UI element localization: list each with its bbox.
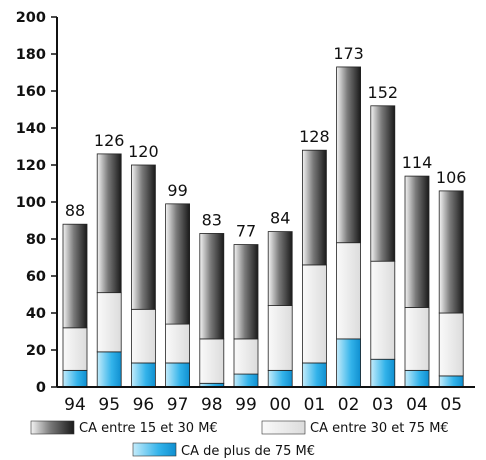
bar-segment-15-30	[233, 244, 259, 340]
bar-segment-75-plus	[165, 362, 191, 388]
x-tick-label: 00	[269, 395, 291, 415]
bar-segment-30-75	[404, 307, 430, 371]
bar-segment-15-30	[370, 105, 396, 262]
x-tick-label: 01	[304, 395, 326, 415]
y-tick-label: 100	[16, 195, 46, 211]
legend-label-30-75: CA entre 30 et 75 M€	[310, 421, 449, 436]
x-tick-label: 94	[64, 395, 86, 415]
y-tick-label: 40	[26, 306, 46, 322]
x-axis: 94 95 96 97 98 99 00 01 02 03 04 05	[57, 386, 475, 415]
y-tick-label: 200	[16, 10, 46, 26]
bar-total-label: 173	[333, 44, 364, 63]
bar-segment-30-75	[267, 305, 293, 371]
bar-segment-75-plus	[438, 375, 464, 388]
y-tick-label: 120	[16, 158, 46, 174]
x-tick-label: 95	[98, 395, 120, 415]
bar-segment-75-plus	[233, 373, 259, 388]
bar-total-label: 106	[436, 168, 467, 187]
legend-label-15-30: CA entre 15 et 30 M€	[79, 421, 218, 436]
x-tick-label: 96	[133, 395, 155, 415]
bar-segment-30-75	[336, 242, 362, 340]
bar-segment-15-30	[438, 190, 464, 314]
bar-segment-30-75	[233, 338, 259, 375]
bar-segment-15-30	[199, 233, 225, 340]
bar-segment-75-plus	[267, 369, 293, 388]
x-tick-label: 05	[440, 395, 462, 415]
y-tick-label: 140	[16, 121, 46, 137]
x-tick-label: 99	[235, 395, 257, 415]
legend: CA entre 15 et 30 M€ CA entre 30 et 75 M…	[30, 420, 449, 459]
bar-total-label: 126	[94, 131, 125, 150]
bar-segment-30-75	[438, 312, 464, 377]
bar-segment-15-30	[130, 164, 156, 310]
y-tick-label: 180	[16, 47, 46, 63]
x-tick-label: 02	[338, 395, 360, 415]
bar-segment-15-30	[62, 223, 88, 329]
bar-segment-75-plus	[62, 369, 88, 388]
bars-group	[62, 66, 464, 388]
bar-segment-30-75	[130, 308, 156, 364]
x-tick-label: 97	[167, 395, 189, 415]
bar-segment-15-30	[301, 149, 327, 266]
y-tick-label: 20	[26, 343, 46, 359]
x-tick-label: 04	[406, 395, 428, 415]
legend-label-75-plus: CA de plus de 75 M€	[181, 444, 315, 459]
bar-segment-75-plus	[336, 338, 362, 388]
bar-segment-75-plus	[370, 358, 396, 388]
bar-segment-15-30	[267, 231, 293, 307]
bar-segment-30-75	[62, 327, 88, 371]
bar-segment-75-plus	[404, 369, 430, 388]
y-tick-label: 60	[26, 269, 46, 285]
bar-segment-30-75	[301, 264, 327, 364]
bar-segment-15-30	[404, 175, 430, 308]
bar-segment-75-plus	[301, 362, 327, 388]
y-tick-label: 0	[36, 380, 46, 396]
bar-segment-15-30	[336, 66, 362, 244]
bar-total-label: 88	[65, 201, 85, 220]
bar-segment-30-75	[199, 338, 225, 384]
bar-segment-15-30	[165, 203, 191, 325]
bar-segment-15-30	[96, 153, 122, 294]
bar-total-label: 99	[167, 181, 187, 200]
legend-swatch-15-30	[30, 420, 75, 435]
bar-total-label: 84	[270, 209, 290, 228]
bar-total-label: 152	[368, 83, 399, 102]
bar-segment-75-plus	[96, 351, 122, 388]
bar-total-label: 83	[202, 210, 222, 229]
legend-swatch-30-75	[261, 420, 306, 435]
bar-segment-75-plus	[130, 362, 156, 388]
bar-segment-30-75	[370, 260, 396, 360]
x-tick-label: 03	[372, 395, 394, 415]
bar-total-label: 128	[299, 127, 330, 146]
y-axis: 0 20 40 60 80 100 120 140 160 180 200	[16, 10, 58, 396]
y-tick-label: 80	[26, 232, 46, 248]
bar-segment-30-75	[165, 323, 191, 364]
bar-total-label: 114	[402, 153, 433, 172]
bar-total-label: 120	[128, 142, 159, 161]
legend-swatch-75-plus	[132, 442, 177, 457]
bar-segment-30-75	[96, 292, 122, 353]
x-tick-label: 98	[201, 395, 223, 415]
bar-total-label: 77	[236, 222, 256, 241]
y-tick-label: 160	[16, 84, 46, 100]
